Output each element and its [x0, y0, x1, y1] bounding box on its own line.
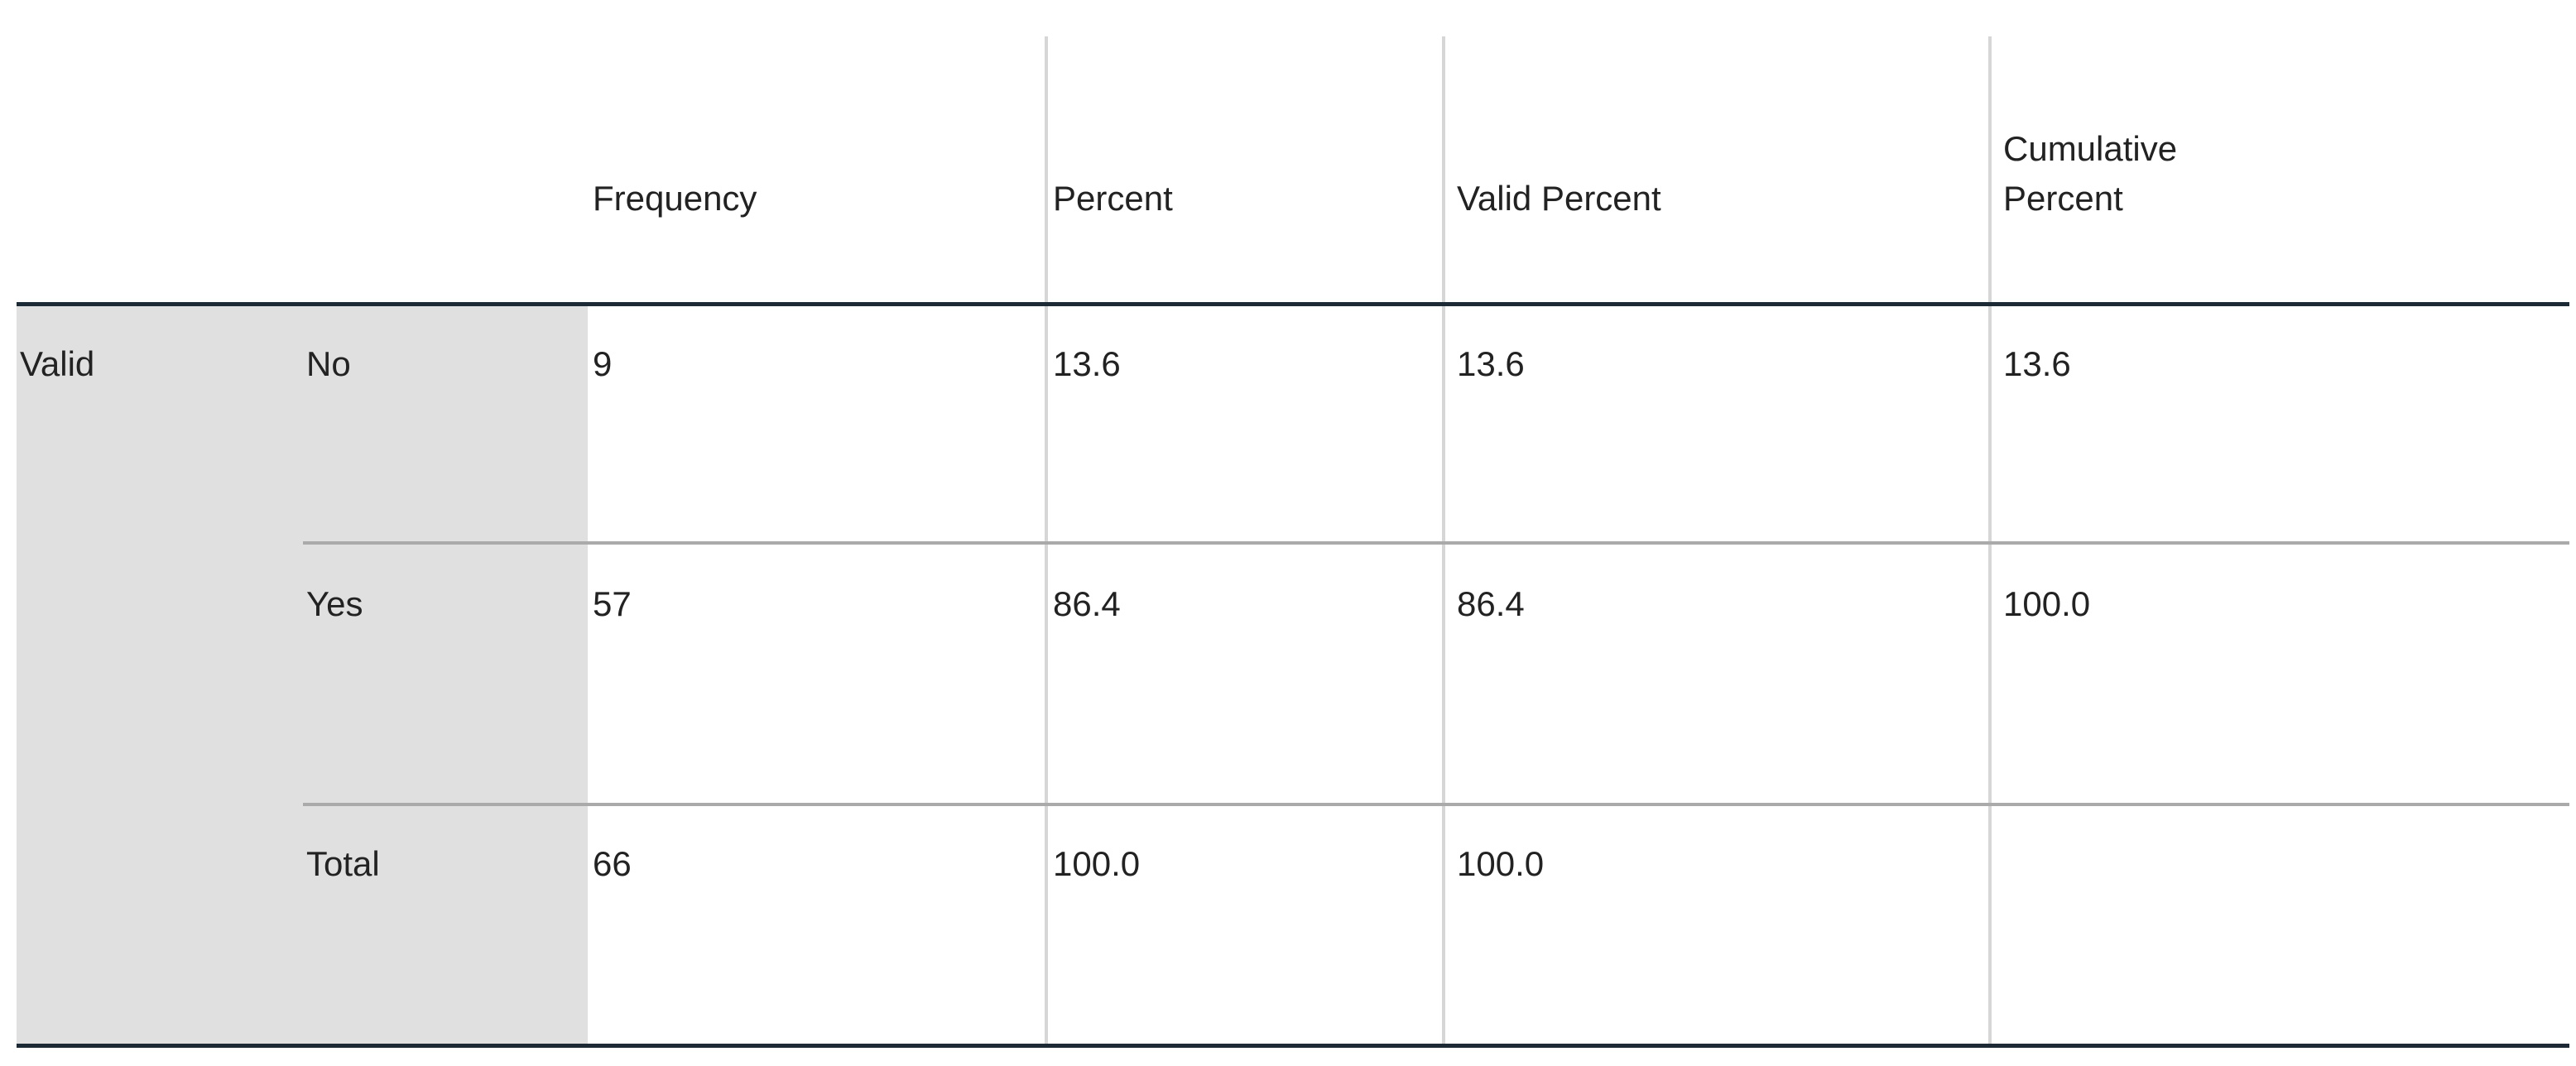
row-line: [303, 803, 2569, 806]
cell: 100.0: [2003, 584, 2091, 623]
cell: 66: [593, 844, 632, 883]
row-label: No: [306, 344, 351, 383]
group-label: Valid: [20, 344, 95, 383]
cell: 86.4: [1457, 584, 1525, 623]
row-label: Total: [306, 844, 380, 883]
cell: 100.0: [1457, 844, 1545, 883]
cell: 13.6: [2003, 344, 2071, 383]
cell: 9: [593, 344, 613, 383]
header-rule: [17, 302, 2569, 306]
row-line: [303, 541, 2569, 545]
bottom-rule: [17, 1044, 2569, 1048]
cell: 100.0: [1053, 844, 1141, 883]
column-header: Frequency: [593, 179, 757, 218]
column-header: Percent: [1053, 179, 1173, 218]
column-header: Cumulative Percent: [2003, 129, 2178, 218]
stub-shade: [17, 305, 588, 1046]
row-label: Yes: [306, 584, 363, 623]
cell: 86.4: [1053, 584, 1121, 623]
cell: 57: [593, 584, 632, 623]
column-header: Valid Percent: [1457, 179, 1661, 218]
cell: 13.6: [1457, 344, 1525, 383]
cell: 13.6: [1053, 344, 1121, 383]
